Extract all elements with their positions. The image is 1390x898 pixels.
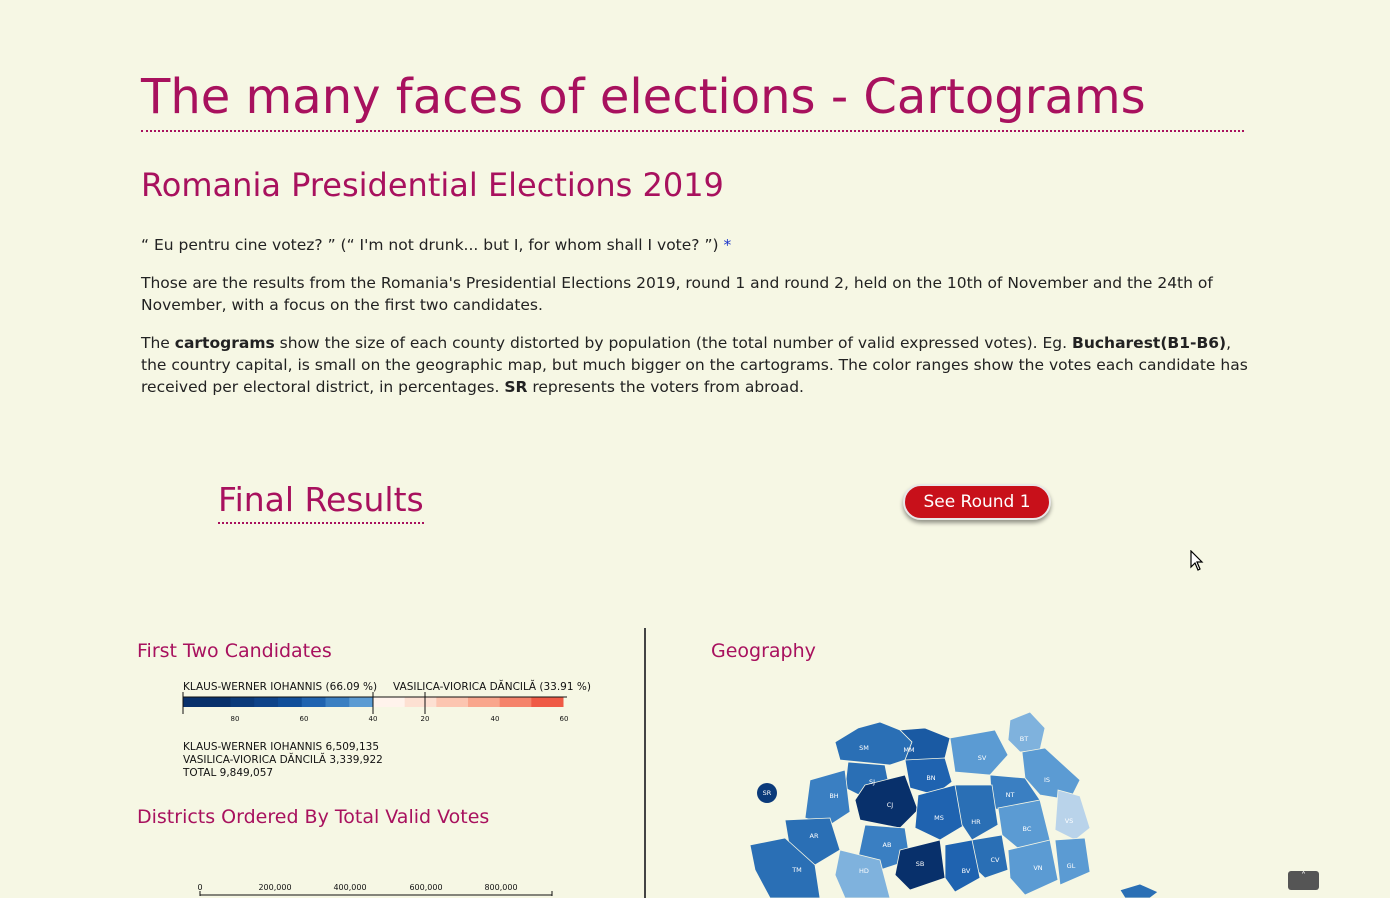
region-label: VS <box>1065 817 1074 825</box>
footnote-link[interactable]: * <box>723 236 732 254</box>
legend-swatch <box>254 697 279 707</box>
geography-map: SM MM SJ BN BH CJ SV BT IS NT MS HR BC V… <box>749 711 1159 898</box>
legend-blue-scale <box>183 697 374 707</box>
legend-tick-label: 60 <box>560 715 569 723</box>
districts-axis: 0 200,000 400,000 600,000 800,000 <box>197 883 553 896</box>
region-label: SV <box>978 754 987 762</box>
region-label: MS <box>934 814 944 822</box>
region-label: GL <box>1067 862 1076 870</box>
legend-left-label: KLAUS-WERNER IOHANNIS (66.09 %) <box>183 681 378 693</box>
region-label: SJ <box>869 778 875 786</box>
map-region <box>834 721 913 766</box>
total-all: TOTAL 9,849,057 <box>183 767 274 779</box>
map-region <box>1007 839 1059 896</box>
legend-swatch <box>301 697 326 707</box>
region-label: BT <box>1020 735 1028 743</box>
region-label: AR <box>810 832 819 840</box>
map-region <box>1007 711 1046 753</box>
legend-swatch <box>278 697 303 707</box>
intro-quote: “ Eu pentru cine votez? ” (“ I'm not dru… <box>141 234 1251 256</box>
region-label: CV <box>991 856 1001 864</box>
candidates-title: First Two Candidates <box>137 640 332 662</box>
legend-tick-label: 40 <box>491 715 500 723</box>
region-label: SR <box>763 789 772 797</box>
legend-swatch <box>183 697 208 707</box>
map-region <box>944 839 981 893</box>
p2-text-a: The <box>141 334 175 352</box>
legend-right-label: VASILICA-VIORICA DĂNCILĂ (33.91 %) <box>393 681 591 693</box>
geography-title: Geography <box>711 640 816 662</box>
legend-swatch <box>499 697 532 707</box>
page-title: The many faces of elections - Cartograms <box>141 66 1244 132</box>
color-legend: 80 60 40 20 40 60 <box>182 692 569 723</box>
mouse-cursor-icon <box>1190 550 1204 571</box>
legend-swatch <box>325 697 350 707</box>
legend-swatch <box>230 697 255 707</box>
region-label: BV <box>962 867 971 875</box>
legend-tick-label: 60 <box>300 715 309 723</box>
region-label: MM <box>903 746 914 754</box>
section-divider <box>644 628 646 898</box>
legend-tick-label: 40 <box>369 715 378 723</box>
quote-text: “ Eu pentru cine votez? ” (“ I'm not dru… <box>141 236 719 254</box>
districts-title: Districts Ordered By Total Valid Votes <box>137 806 490 828</box>
region-label: IS <box>1044 776 1050 784</box>
map-region <box>949 729 1009 776</box>
axis-tick-label: 800,000 <box>484 883 517 892</box>
region-label: SM <box>859 744 869 752</box>
map-region <box>1054 789 1091 841</box>
legend-swatch <box>404 697 437 707</box>
p2-text-c: show the size of each county distorted b… <box>274 334 1072 352</box>
region-label: BH <box>829 792 838 800</box>
intro-paragraph-1: Those are the results from the Romania's… <box>141 274 1213 314</box>
legend-red-scale <box>373 697 564 707</box>
map-region-abroad <box>757 783 777 803</box>
region-label: AB <box>883 841 892 849</box>
map-region <box>914 784 966 841</box>
region-label: BN <box>926 774 935 782</box>
p2-text-e: , the country capital, is small on the g… <box>141 334 1248 396</box>
map-region <box>834 849 891 898</box>
region-label: HD <box>859 867 869 875</box>
region-label: CJ <box>887 801 894 809</box>
see-round-1-button[interactable]: See Round 1 <box>903 484 1051 520</box>
legend-swatch <box>468 697 501 707</box>
region-label: VN <box>1033 864 1042 872</box>
region-label: HR <box>971 818 981 826</box>
axis-tick-label: 600,000 <box>409 883 442 892</box>
legend-swatch <box>531 697 564 707</box>
axis-tick-label: 0 <box>197 883 202 892</box>
map-region <box>954 784 999 841</box>
legend-tick-label: 20 <box>421 715 430 723</box>
map-region <box>1119 883 1159 898</box>
p2-bold-cartograms: cartograms <box>174 334 275 352</box>
p2-text-g: represents the voters from abroad. <box>527 378 804 396</box>
region-label: TM <box>791 866 802 874</box>
legend-tick-label: 80 <box>231 715 240 723</box>
total-dancila: VASILICA-VIORICA DĂNCILĂ 3,339,922 <box>183 754 383 766</box>
page-subtitle: Romania Presidential Elections 2019 <box>141 166 724 204</box>
region-label: NT <box>1006 791 1015 799</box>
map-region <box>894 839 946 891</box>
p2-bold-sr: SR <box>504 378 528 396</box>
region-label: BC <box>1023 825 1032 833</box>
map-region <box>749 837 821 898</box>
legend-swatch <box>349 697 374 707</box>
p2-bold-bucharest: Bucharest(B1-B6) <box>1072 334 1227 352</box>
axis-tick-label: 400,000 <box>333 883 366 892</box>
axis-tick-label: 200,000 <box>258 883 291 892</box>
legend-swatch <box>206 697 231 707</box>
legend-swatch <box>373 697 406 707</box>
total-iohannis: KLAUS-WERNER IOHANNIS 6,509,135 <box>183 741 379 753</box>
intro-paragraph-2: The cartograms show the size of each cou… <box>141 332 1251 398</box>
map-region <box>1054 837 1091 886</box>
final-results-title: Final Results <box>218 478 424 524</box>
scroll-top-button[interactable]: ˄ <box>1288 871 1319 890</box>
map-region <box>804 769 851 826</box>
legend-swatch <box>436 697 469 707</box>
vote-totals: KLAUS-WERNER IOHANNIS 6,509,135 VASILICA… <box>183 741 383 780</box>
region-label: SB <box>916 860 925 868</box>
